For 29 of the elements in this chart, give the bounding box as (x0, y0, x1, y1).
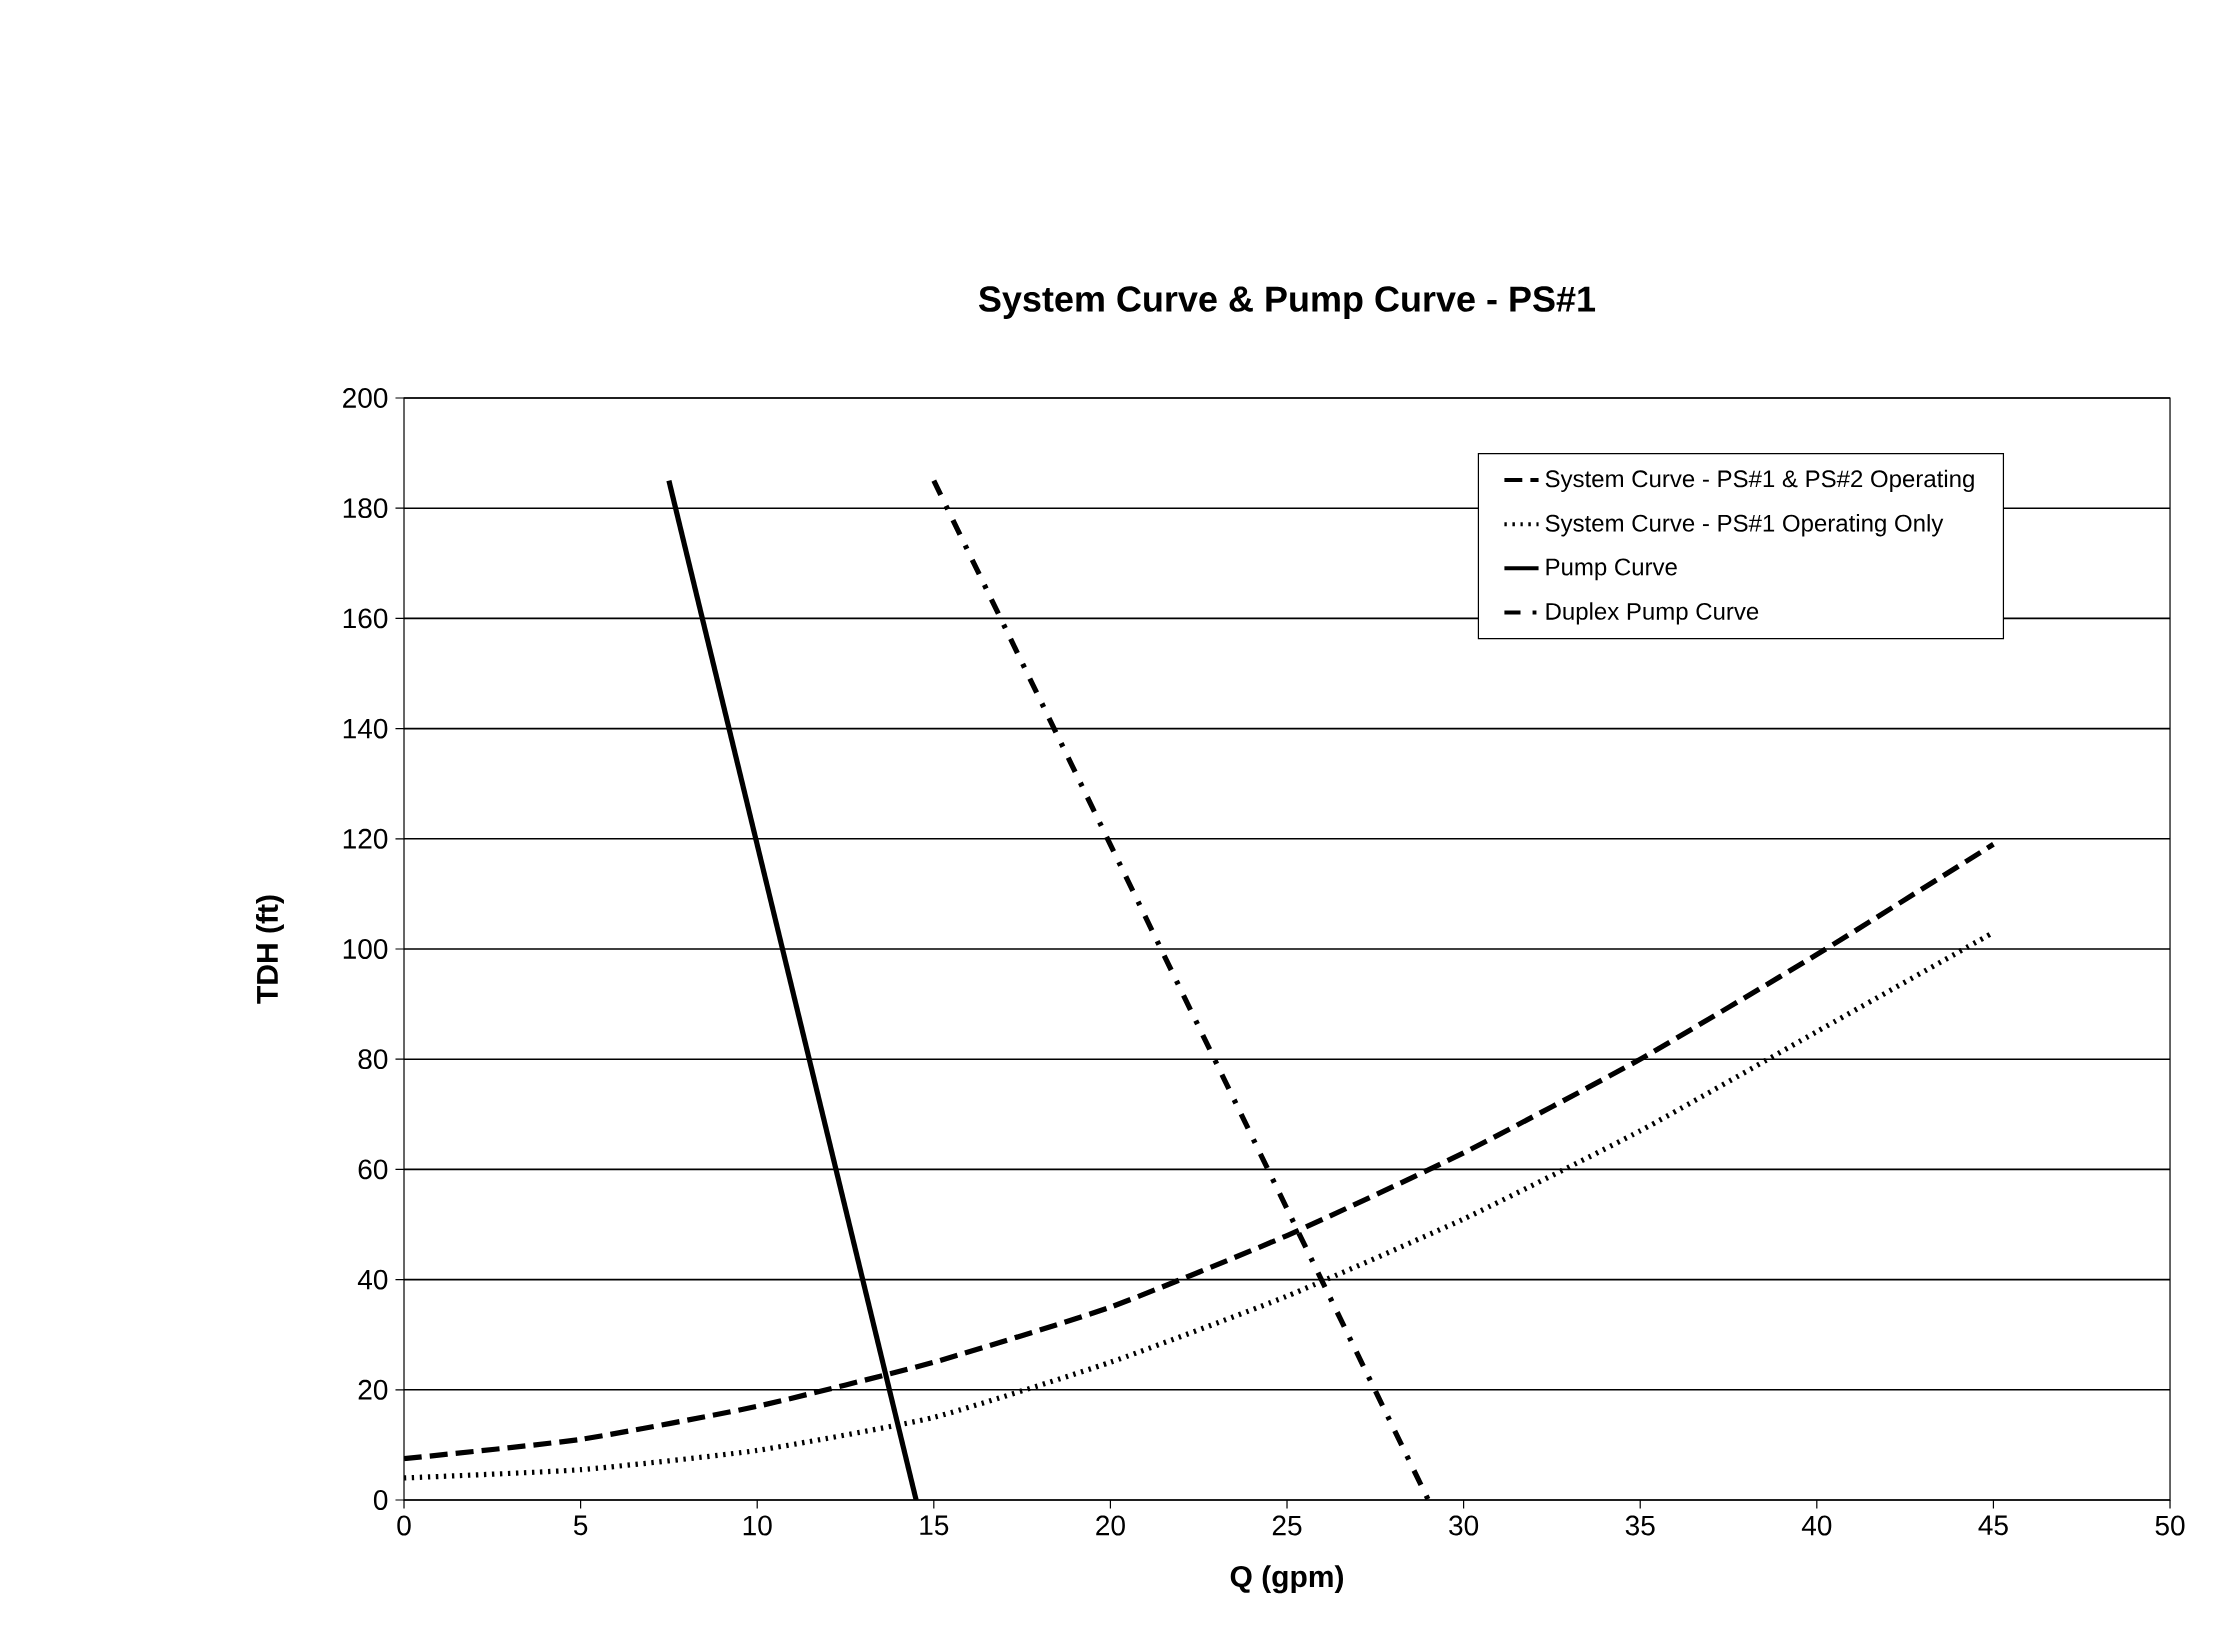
x-axis-title: Q (gpm) (1230, 1565, 1343, 1594)
y-tick-label: 140 (343, 718, 388, 739)
y-tick-label: 60 (358, 1159, 388, 1180)
x-tick-label: 25 (1272, 1515, 1302, 1536)
y-tick-label: 160 (343, 608, 388, 629)
x-tick-label: 5 (573, 1515, 588, 1536)
y-tick-label: 0 (373, 1490, 388, 1510)
x-tick-label: 20 (1096, 1515, 1125, 1536)
y-tick-label: 200 (343, 388, 388, 408)
y-tick-label: 40 (357, 1269, 388, 1290)
x-tick-label: 40 (1801, 1515, 1832, 1536)
y-tick-label: 20 (358, 1379, 388, 1400)
x-tick-label: 30 (1449, 1515, 1479, 1536)
x-tick-label: 10 (743, 1515, 772, 1536)
legend-label: System Curve - PS#1 & PS#2 Operating (1545, 469, 1974, 493)
legend-label: Duplex Pump Curve (1546, 602, 1759, 625)
y-tick-label: 80 (358, 1049, 388, 1070)
legend-label: Pump Curve (1546, 558, 1677, 581)
y-tick-label: 120 (343, 828, 388, 849)
x-tick-label: 45 (1978, 1515, 2008, 1536)
x-tick-label: 50 (2155, 1515, 2185, 1536)
x-tick-label: 35 (1625, 1515, 1655, 1536)
legend-label: System Curve - PS#1 Operating Only (1545, 514, 1944, 537)
x-tick-label: 0 (397, 1515, 411, 1536)
chart-title: System Curve & Pump Curve - PS#1 (978, 286, 1596, 319)
y-tick-label: 180 (343, 498, 388, 519)
x-tick-label: 15 (920, 1515, 949, 1536)
y-tick-label: 100 (343, 939, 388, 959)
y-axis-title: TDH (ft) (255, 895, 284, 1004)
